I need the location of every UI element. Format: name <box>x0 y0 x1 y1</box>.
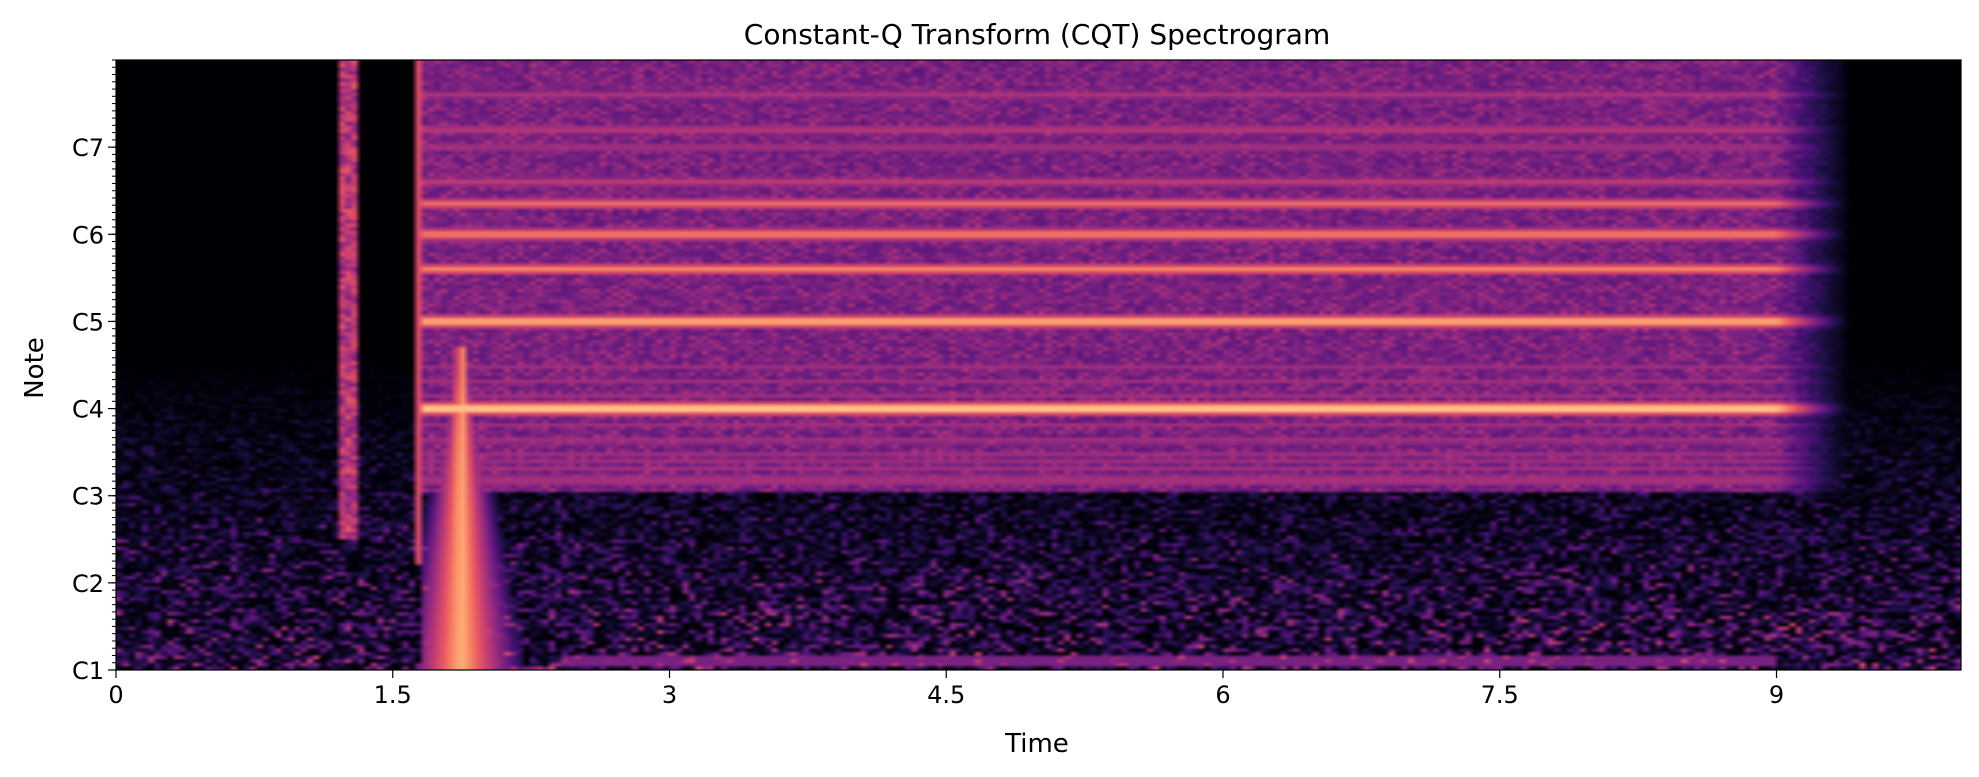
chart-title: Constant-Q Transform (CQT) Spectrogram <box>744 18 1330 51</box>
x-tick-label: 6 <box>1215 681 1230 709</box>
y-tick-label: C5 <box>72 308 104 336</box>
x-tick-label: 0 <box>108 681 123 709</box>
x-tick-label: 7.5 <box>1481 681 1519 709</box>
spectrogram-heatmap <box>116 60 1961 670</box>
y-tick-label: C2 <box>72 570 104 598</box>
y-tick-label: C1 <box>72 657 104 685</box>
x-tick-label: 3 <box>662 681 677 709</box>
y-tick-label: C6 <box>72 221 104 249</box>
y-tick-label: C7 <box>72 134 104 162</box>
x-axis-label: Time <box>1004 729 1069 759</box>
x-tick-label: 9 <box>1769 681 1784 709</box>
y-tick-label: C3 <box>72 483 104 511</box>
x-tick-label: 4.5 <box>927 681 965 709</box>
x-tick-label: 1.5 <box>374 681 412 709</box>
y-axis-label: Note <box>20 337 50 399</box>
y-tick-label: C4 <box>72 396 104 424</box>
